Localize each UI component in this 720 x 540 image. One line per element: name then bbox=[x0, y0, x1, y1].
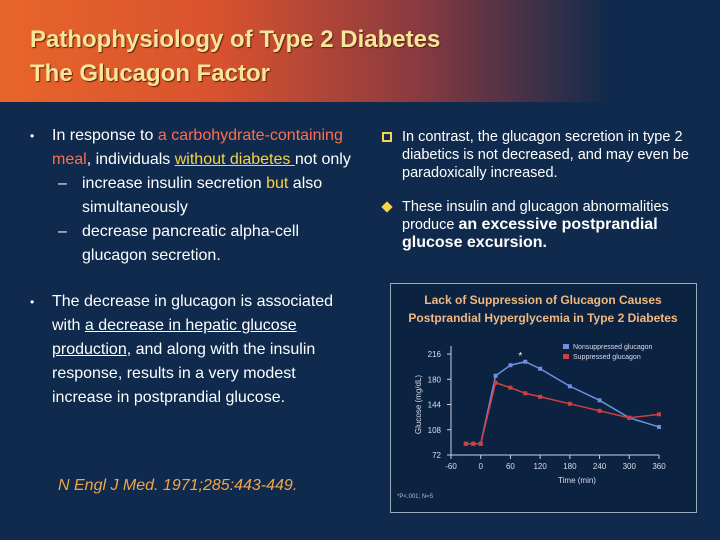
y-tick-label: 108 bbox=[428, 426, 442, 435]
text-run: decrease pancreatic alpha-cell glucagon … bbox=[82, 223, 300, 264]
y-tick-label: 180 bbox=[428, 375, 442, 384]
left-column: • In response to a carbohydrate-containin… bbox=[30, 124, 352, 410]
text-run: The decrease in glucagon is associated w… bbox=[52, 293, 334, 334]
x-tick-label: 360 bbox=[652, 462, 666, 471]
point bbox=[538, 366, 543, 371]
point bbox=[657, 412, 661, 417]
title: The Glucagon Factor bbox=[30, 60, 271, 87]
point bbox=[478, 441, 483, 446]
square-bullet bbox=[382, 132, 392, 142]
point bbox=[508, 385, 513, 390]
x-tick-label: 120 bbox=[533, 462, 547, 471]
y-axis-label: Glucose (mg/dL) bbox=[414, 375, 423, 434]
bullet-dot: • bbox=[30, 129, 35, 143]
bullet: These insulin and glucagon abnormalities… bbox=[381, 198, 692, 252]
title: Pathophysiology of Type 2 Diabetes bbox=[30, 26, 441, 53]
point bbox=[567, 401, 572, 406]
sub-bullet: – decrease pancreatic alpha-cell glucagon… bbox=[58, 220, 352, 268]
x-tick-label: -60 bbox=[445, 462, 457, 471]
y-tick-label: 216 bbox=[428, 350, 442, 359]
point bbox=[523, 359, 528, 364]
point bbox=[463, 441, 468, 446]
bullet-text: increase insulin secretion but also simu… bbox=[82, 172, 352, 220]
footnote: *P<.001; N=5 bbox=[397, 494, 434, 500]
x-tick-label: 180 bbox=[563, 462, 577, 471]
dash: – bbox=[58, 175, 67, 192]
point bbox=[493, 373, 498, 378]
legend-label: Nonsuppressed glucagon bbox=[573, 344, 652, 351]
text-run: In response to bbox=[52, 127, 158, 144]
point bbox=[597, 398, 602, 403]
chart-title: Postprandial Hyperglycemia in Type 2 Dia… bbox=[408, 311, 678, 325]
legend-label: Suppressed glucagon bbox=[573, 354, 641, 361]
text-run: a decrease in hepatic glucose production bbox=[52, 317, 297, 358]
text-run: a carbohydrate-containing meal bbox=[52, 127, 343, 168]
bullet: • The decrease in glucagon is associated … bbox=[30, 290, 352, 410]
x-tick-label: 0 bbox=[478, 462, 483, 471]
bullet-text: The decrease in glucagon is associated w… bbox=[52, 290, 352, 410]
reference: N Engl J Med. 1971;285:443-449. bbox=[58, 477, 298, 494]
text-run: , and along with the insulin response, r… bbox=[52, 341, 316, 406]
header-band bbox=[0, 0, 720, 102]
point bbox=[657, 424, 661, 429]
x-axis-label: Time (min) bbox=[558, 476, 596, 485]
text-run: an excessive postprandial glucose excurs… bbox=[402, 216, 658, 251]
y-tick-label: 144 bbox=[428, 401, 442, 410]
chart: Lack of Suppression of Glucagon Causes Po… bbox=[397, 293, 678, 500]
text-run: These insulin and glucagon abnormalities… bbox=[402, 199, 669, 233]
point bbox=[523, 391, 528, 396]
chart-figure: Lack of Suppression of Glucagon Causes Po… bbox=[390, 283, 697, 513]
point bbox=[627, 415, 632, 420]
right-column: In contrast, the glucagon secretion in t… bbox=[381, 128, 692, 268]
text-run: increase insulin secretion bbox=[82, 175, 267, 192]
bullet-text: decrease pancreatic alpha-cell glucagon … bbox=[82, 220, 352, 268]
x-tick-label: 240 bbox=[593, 462, 607, 471]
bullet: • In response to a carbohydrate-containin… bbox=[30, 124, 352, 268]
x-tick-label: 300 bbox=[623, 462, 637, 471]
dash: – bbox=[58, 223, 67, 240]
legend-swatch bbox=[563, 354, 569, 359]
point bbox=[471, 441, 476, 446]
legend-swatch bbox=[563, 344, 569, 349]
series-line bbox=[465, 381, 660, 445]
point bbox=[508, 363, 513, 368]
chart-title: Lack of Suppression of Glucagon Causes bbox=[424, 293, 662, 307]
bullet-text: In contrast, the glucagon secretion in t… bbox=[402, 128, 692, 182]
sub-bullet: – increase insulin secretion but also sim… bbox=[58, 172, 352, 220]
text-run: but bbox=[266, 175, 289, 192]
text-run: also simultaneously bbox=[82, 175, 323, 216]
point bbox=[597, 408, 602, 413]
text-run: , individuals bbox=[86, 151, 175, 168]
point bbox=[538, 394, 543, 399]
y-tick-label: 72 bbox=[432, 451, 441, 460]
bullet-text: In response to a carbohydrate-containing… bbox=[52, 124, 352, 172]
point bbox=[493, 380, 498, 385]
text-run: without diabetes bbox=[174, 151, 295, 168]
bullet-dot: • bbox=[30, 295, 35, 309]
text-run: not only bbox=[294, 151, 351, 168]
diamond-bullet bbox=[381, 201, 393, 213]
text-run: In contrast, the glucagon secretion in t… bbox=[402, 129, 689, 181]
x-tick-label: 60 bbox=[506, 462, 515, 471]
point bbox=[567, 384, 572, 389]
bullet-text: These insulin and glucagon abnormalities… bbox=[402, 198, 692, 252]
bullet: In contrast, the glucagon secretion in t… bbox=[382, 128, 692, 182]
annotation: * bbox=[518, 351, 522, 362]
